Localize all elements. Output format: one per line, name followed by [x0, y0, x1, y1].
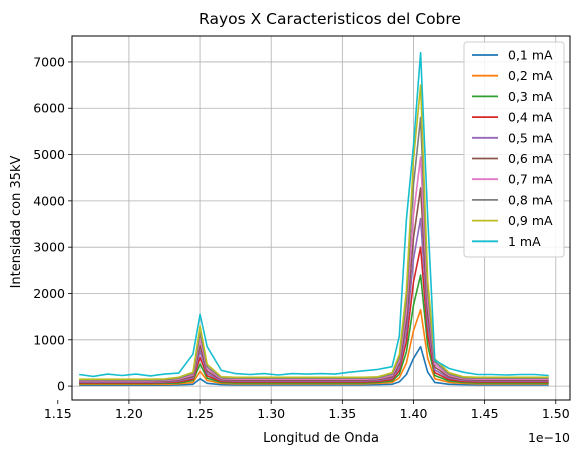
x-axis: 1.15 1.20 1.25 1.30 1.35 1.40 1.45 1.50: [44, 400, 570, 421]
legend-entry: 0,7 mA: [508, 172, 553, 187]
legend-entry: 0,3 mA: [508, 89, 553, 104]
series-line-8: [79, 116, 549, 381]
series-line-9: [79, 84, 549, 381]
legend-entry: 0,9 mA: [508, 213, 553, 228]
y-axis: 0 1000 2000 3000 4000 5000 6000 7000: [33, 54, 72, 394]
legend-entry: 0,2 mA: [508, 68, 553, 83]
x-tick-label: 1.50: [542, 406, 570, 421]
series-lines: [78, 51, 549, 387]
legend: 0,1 mA 0,2 mA 0,3 mA 0,4 mA 0,5 mA 0,6 mA 0,7 …: [463, 41, 565, 258]
y-tick-label: 5000: [33, 147, 65, 162]
x-tick-label: 1.35: [328, 406, 356, 421]
legend-entry: 0,1 mA: [508, 48, 553, 63]
legend-entry: 0,6 mA: [508, 151, 553, 166]
x-tick-label: 1.25: [186, 406, 214, 421]
y-tick-label: 1000: [33, 332, 65, 347]
series-line-10: [78, 51, 549, 378]
x-tick-label: 1.15: [44, 406, 72, 421]
series-line-1: [79, 345, 549, 387]
y-tick-label: 6000: [33, 101, 65, 116]
legend-entry: 0,5 mA: [508, 130, 553, 145]
plot-frame: [71, 35, 571, 401]
legend-entry: 0,4 mA: [508, 110, 553, 125]
x-tick-label: 1.45: [471, 406, 499, 421]
x-tick-label: 1.40: [400, 406, 428, 421]
y-tick-label: 7000: [33, 54, 65, 69]
y-tick-label: 4000: [33, 193, 65, 208]
x-offset-label: 1e−10: [528, 430, 570, 445]
x-tick-label: 1.30: [257, 406, 285, 421]
y-tick-label: 2000: [33, 286, 65, 301]
y-axis-label: Intensidad con 35kV: [9, 155, 24, 288]
x-tick-label: 1.20: [115, 406, 143, 421]
y-tick-label: 0: [57, 379, 65, 394]
legend-entry: 0,8 mA: [508, 192, 553, 207]
legend-entry: 1 mA: [508, 234, 541, 249]
series-line-2: [79, 308, 549, 386]
chart-title: Rayos X Caracteristicos del Cobre: [199, 10, 461, 28]
x-axis-label: Longitud de Onda: [263, 431, 379, 446]
y-tick-label: 3000: [33, 240, 65, 255]
